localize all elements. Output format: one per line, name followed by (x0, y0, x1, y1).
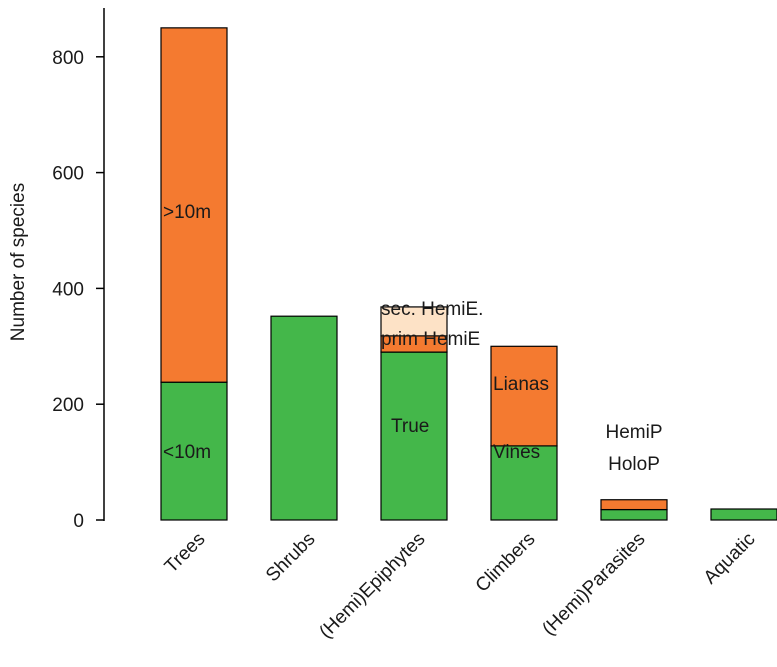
segment-label-vines: Vines (493, 442, 540, 463)
segment-label-prim-hemie: prim HemiE (381, 329, 480, 350)
bar-segment-hemi-epiphytes-sec-hemie (380, 306, 448, 337)
y-tick-label: 600 (52, 164, 84, 185)
bar-segment-aquatic (710, 508, 777, 521)
x-tick-label-trees: Trees (161, 529, 210, 578)
bar-segment-hemi-parasites-holop (600, 508, 668, 521)
x-tick-label-aquatic: Aquatic (700, 529, 760, 589)
x-tick-label-hemi-parasites: (Hemi)Parasites (538, 529, 649, 640)
y-tick-label: 0 (73, 511, 84, 532)
segment-label-holop: HoloP (608, 454, 660, 475)
bar-segment-trees-10m (160, 381, 228, 521)
bars (160, 27, 777, 521)
y-tick-label: 800 (52, 48, 84, 69)
segment-label-lianas: Lianas (493, 374, 549, 395)
y-axis-label: Number of species (8, 183, 29, 341)
segment-label-10m: >10m (163, 202, 211, 223)
bar-segment-climbers-vines (490, 445, 558, 521)
x-axis-labels: Trees Shrubs(Hemi)Epiphytes Climbers(Hemi)… (161, 529, 760, 643)
x-tick-label-climbers: Climbers (472, 529, 540, 597)
bar-segment-hemi-parasites-hemip (600, 499, 668, 511)
bar-segment-shrubs (270, 315, 338, 521)
segment-label-sec-hemie: sec. HemiE. (381, 299, 483, 320)
y-axis: 0 200 400 600 800 (52, 8, 105, 532)
bar-segment-trees-10m (160, 27, 228, 383)
segment-label-true: True (391, 416, 429, 437)
bar-segment-climbers-lianas (490, 345, 558, 447)
segment-labels: <10m >10m True prim HemiE sec. HemiE. Vines Li… (163, 202, 663, 475)
y-tick-label: 200 (52, 395, 84, 416)
bar-segment-hemi-epiphytes-true (380, 351, 448, 521)
x-tick-label-hemi-epiphytes: (Hemi)Epiphytes (315, 529, 429, 643)
segment-label-hemip: HemiP (605, 422, 662, 443)
x-tick-label-shrubs: Shrubs (262, 529, 319, 586)
y-tick-label: 400 (52, 279, 84, 300)
segment-label-10m: <10m (163, 442, 211, 463)
